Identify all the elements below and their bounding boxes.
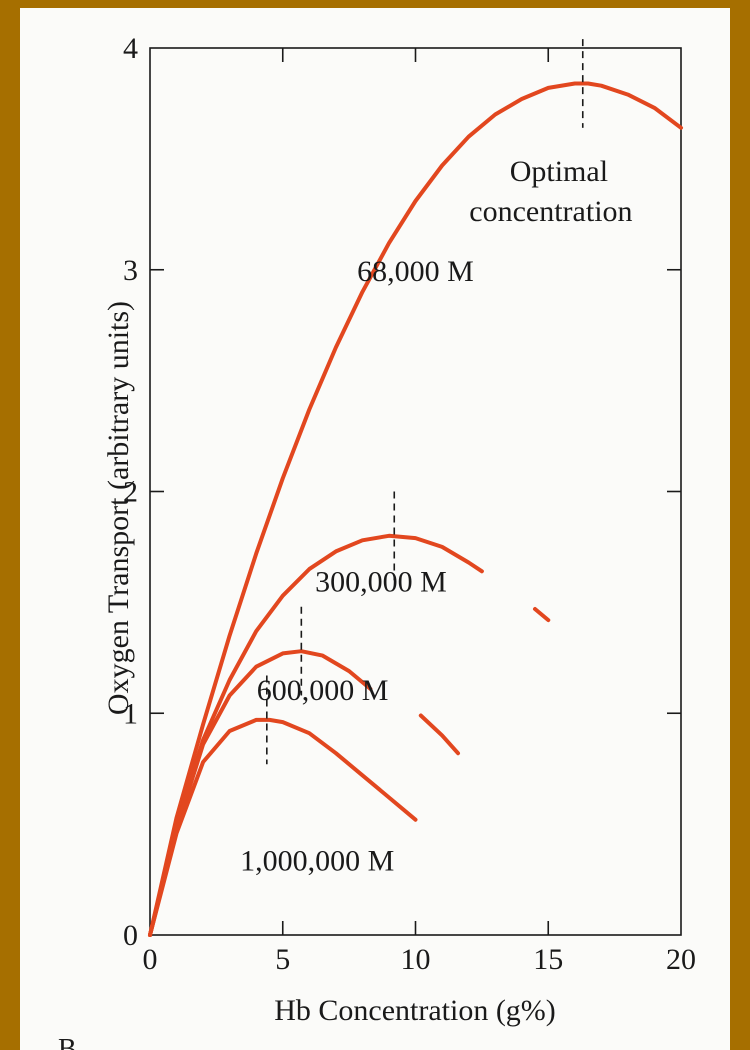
x-tick-label: 0 — [143, 943, 158, 976]
x-tick-label: 5 — [275, 943, 290, 976]
series-label-600-000-m: 600,000 M — [257, 674, 389, 707]
x-tick-label: 10 — [401, 943, 431, 976]
y-tick-label: 1 — [123, 697, 138, 730]
annotation-optimal: Optimal — [510, 155, 608, 188]
y-tick-label: 4 — [123, 32, 138, 65]
series-label-1-000-000-m: 1,000,000 M — [240, 845, 394, 878]
figure: 0 5 10 15 20 0 1 2 3 4 68,000 M 300,000 M 600,000 M… — [20, 8, 730, 1050]
curve-1-000-000-m — [148, 717, 418, 937]
series-label-300-000-m: 300,000 M — [315, 565, 447, 598]
y-tick-label: 3 — [123, 254, 138, 287]
curve-300-000-m — [148, 533, 551, 937]
x-axis-label: Hb Concentration (g%) — [274, 994, 556, 1027]
oxygen-transport-chart: 0 5 10 15 20 0 1 2 3 4 68,000 M 300,000 M 600,000 M… — [58, 32, 696, 1050]
y-tick-label: 0 — [123, 919, 138, 952]
curve-68-000-m — [148, 81, 683, 937]
annotation-concentration: concentration — [469, 195, 632, 228]
panel-label: B — [58, 1034, 77, 1050]
curve-600-000-m — [148, 649, 460, 937]
series-label-68-000-m: 68,000 M — [357, 255, 474, 288]
y-tick-label: 2 — [123, 476, 138, 509]
y-axis-label: Oxygen Transport (arbitrary units) — [102, 301, 135, 715]
x-tick-label: 20 — [666, 943, 696, 976]
x-tick-label: 15 — [533, 943, 563, 976]
